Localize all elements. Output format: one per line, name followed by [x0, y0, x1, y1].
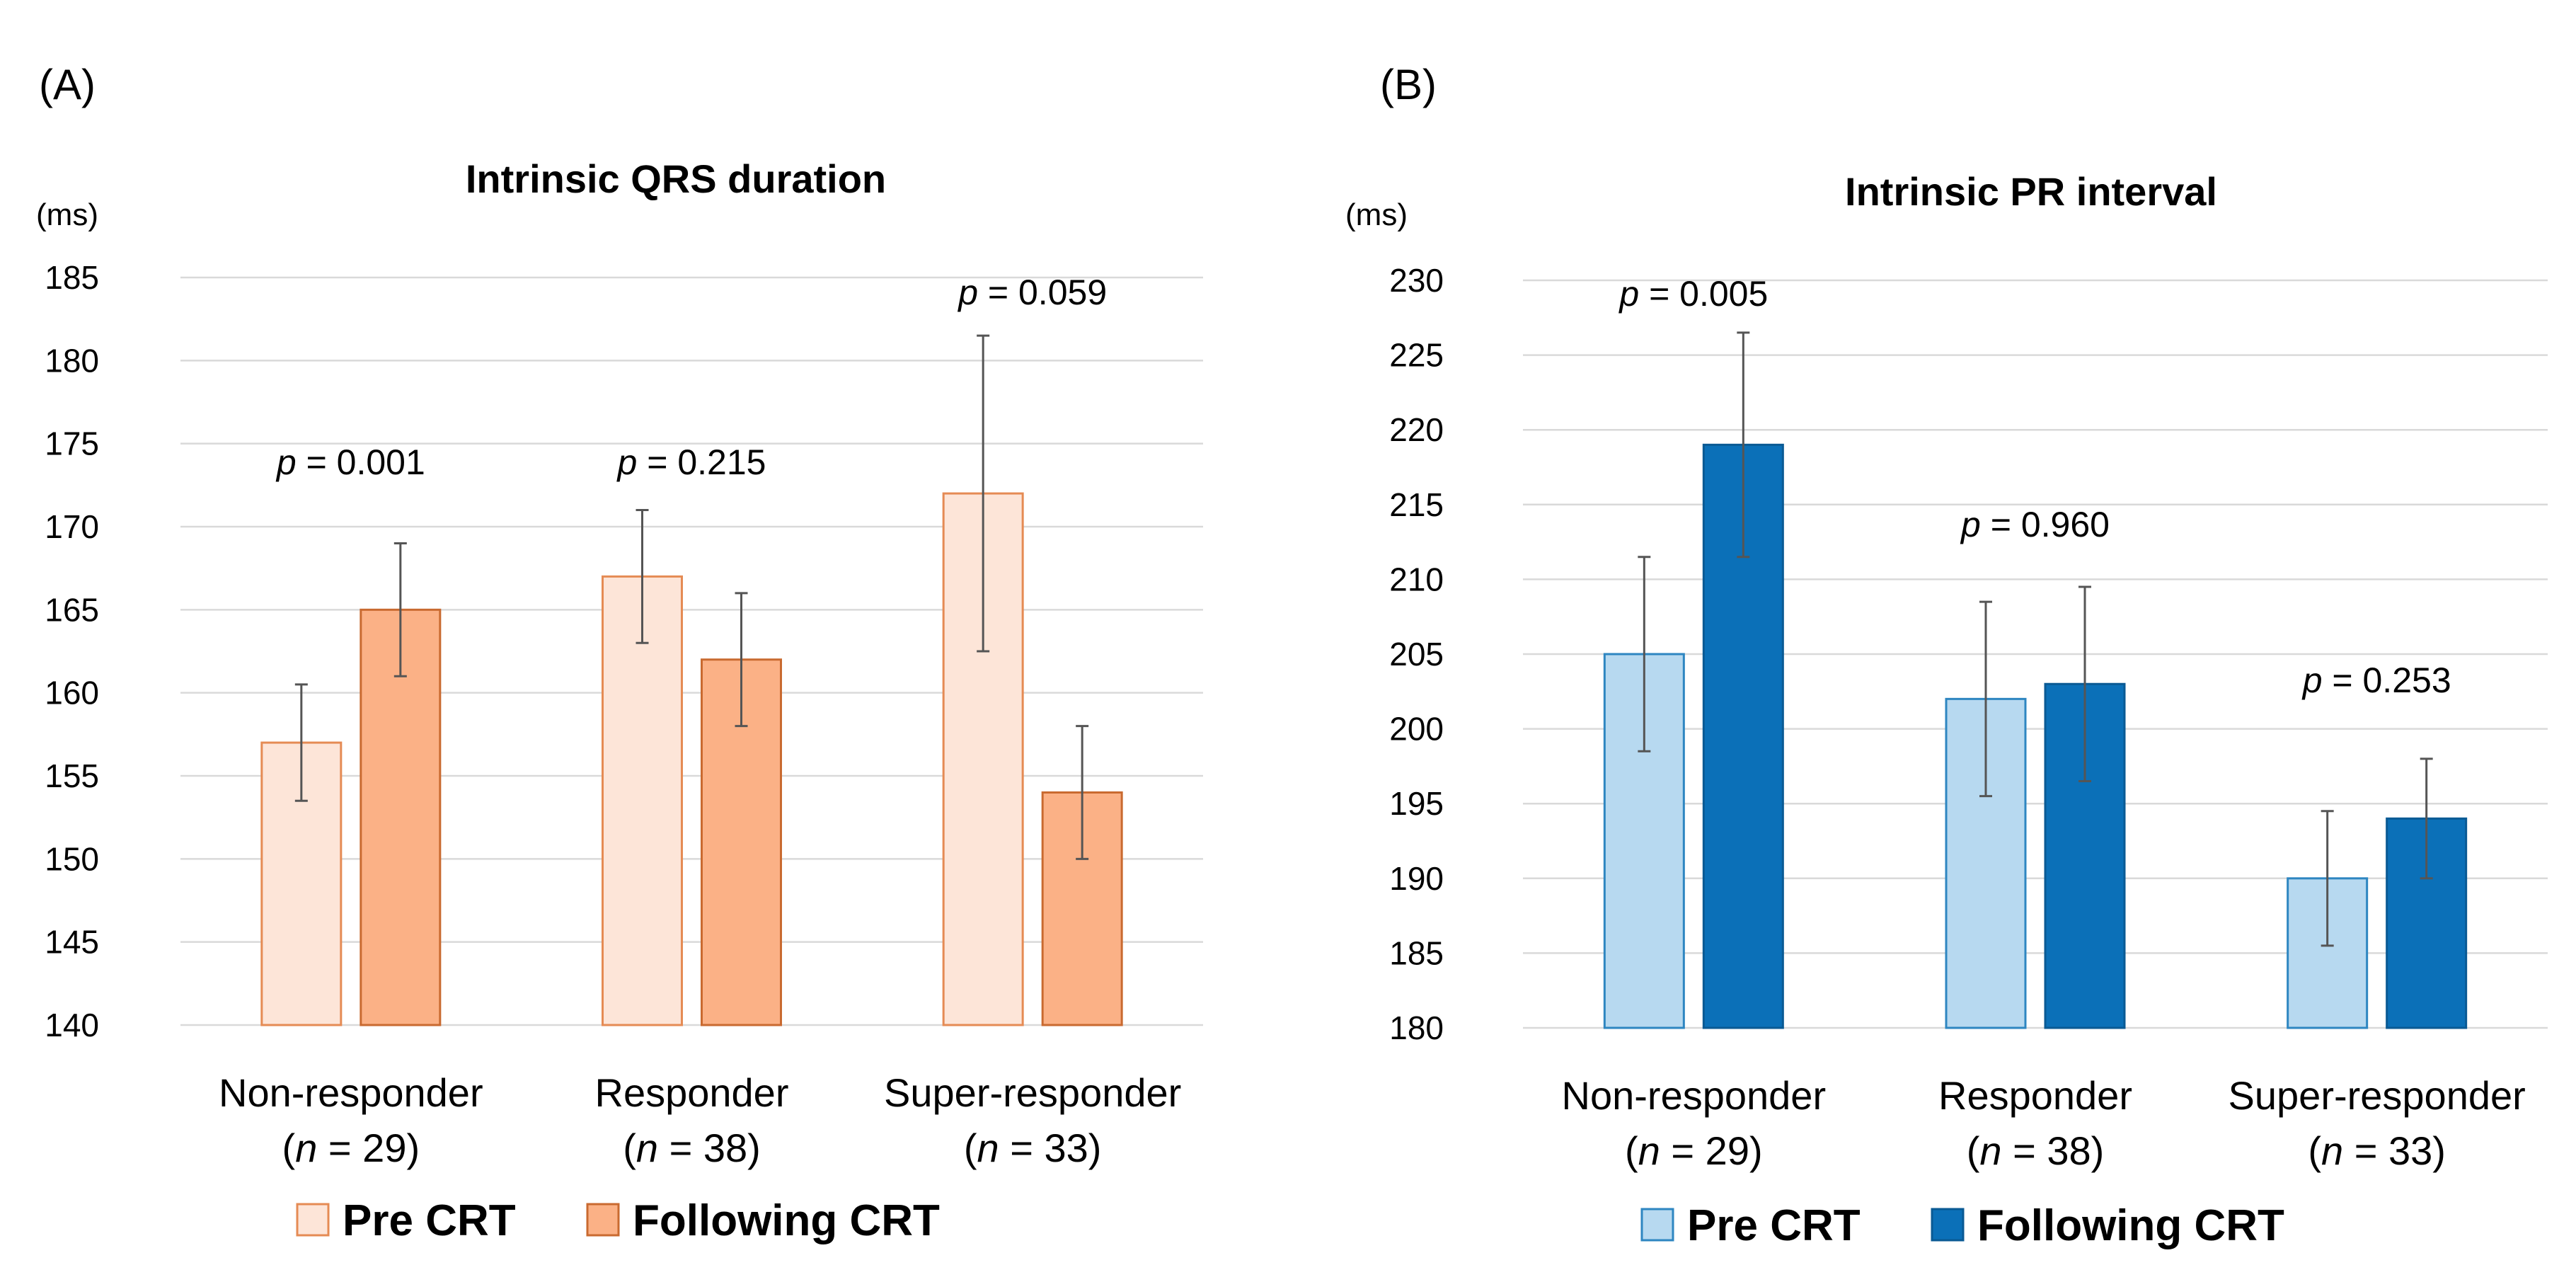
y-tick-label: 215 [1389, 486, 1444, 523]
y-tick-label: 225 [1389, 337, 1444, 374]
y-tick-label: 180 [1389, 1009, 1444, 1046]
y-tick-label: 185 [45, 259, 99, 296]
category-label: Super-responder [2229, 1073, 2526, 1118]
legend-swatch-following-crt [1931, 1208, 1965, 1242]
panel-label: (B) [1380, 61, 1437, 108]
y-tick-label: 230 [1389, 262, 1444, 299]
category-label: Responder [1938, 1073, 2132, 1118]
p-value-label: p = 0.215 [616, 442, 766, 482]
y-tick-label: 155 [45, 757, 99, 794]
category-n-label: (n = 38) [623, 1126, 761, 1170]
p-value-label: p = 0.001 [275, 442, 425, 482]
panel-label: (A) [39, 61, 96, 108]
category-label: Non-responder [219, 1070, 483, 1115]
y-tick-label: 165 [45, 591, 99, 628]
category-n-label: (n = 33) [2308, 1128, 2446, 1173]
chart-title: Intrinsic PR interval [1845, 169, 2217, 214]
category-label: Super-responder [884, 1070, 1181, 1115]
legend-label: Pre CRT [343, 1196, 516, 1245]
p-value-label: p = 0.960 [1960, 505, 2110, 544]
panel-b: (B) Intrinsic PR interval (ms) 180 185 190 195… [1345, 61, 2548, 1250]
y-tick-label: 220 [1389, 411, 1444, 448]
legend-label: Pre CRT [1687, 1201, 1861, 1250]
category-n-label: (n = 38) [1967, 1128, 2105, 1173]
y-tick-label: 170 [45, 508, 99, 545]
category-n-label: (n = 29) [1625, 1128, 1763, 1173]
bar-pre-crt [602, 575, 683, 1026]
legend-label: Following CRT [1977, 1201, 2284, 1250]
category-n-label: (n = 33) [964, 1126, 1102, 1170]
y-tick-label: 210 [1389, 561, 1444, 597]
p-value-label: p = 0.059 [957, 273, 1107, 312]
y-tick-label: 190 [1389, 860, 1444, 897]
legend: Pre CRT Following CRT [296, 1196, 940, 1245]
p-value-label: p = 0.005 [1618, 274, 1768, 314]
bar-following-crt [360, 608, 442, 1026]
p-value-label: p = 0.253 [2301, 660, 2451, 700]
legend-swatch-pre-crt [296, 1203, 330, 1237]
y-tick-label: 185 [1389, 934, 1444, 971]
y-tick-label: 140 [45, 1007, 99, 1043]
y-tick-label: 200 [1389, 711, 1444, 748]
legend-swatch-pre-crt [1640, 1208, 1674, 1242]
y-tick-label: 180 [45, 342, 99, 379]
y-tick-label: 205 [1389, 636, 1444, 673]
category-label: Responder [595, 1070, 789, 1115]
y-tick-label: 160 [45, 675, 99, 711]
panel-a: (A) Intrinsic QRS duration (ms) 140 145 150 15… [36, 61, 1203, 1245]
legend: Pre CRT Following CRT [1640, 1201, 2284, 1250]
category-n-label: (n = 29) [282, 1126, 420, 1170]
category-label: Non-responder [1562, 1073, 1827, 1118]
y-tick-label: 175 [45, 425, 99, 462]
chart-title: Intrinsic QRS duration [466, 156, 886, 201]
y-tick-label: 195 [1389, 785, 1444, 822]
legend-label: Following CRT [633, 1196, 940, 1245]
y-axis-unit: (ms) [1345, 198, 1408, 232]
legend-swatch-following-crt [586, 1203, 620, 1237]
y-tick-label: 145 [45, 924, 99, 961]
y-axis-unit: (ms) [36, 198, 98, 232]
y-tick-label: 150 [45, 840, 99, 877]
